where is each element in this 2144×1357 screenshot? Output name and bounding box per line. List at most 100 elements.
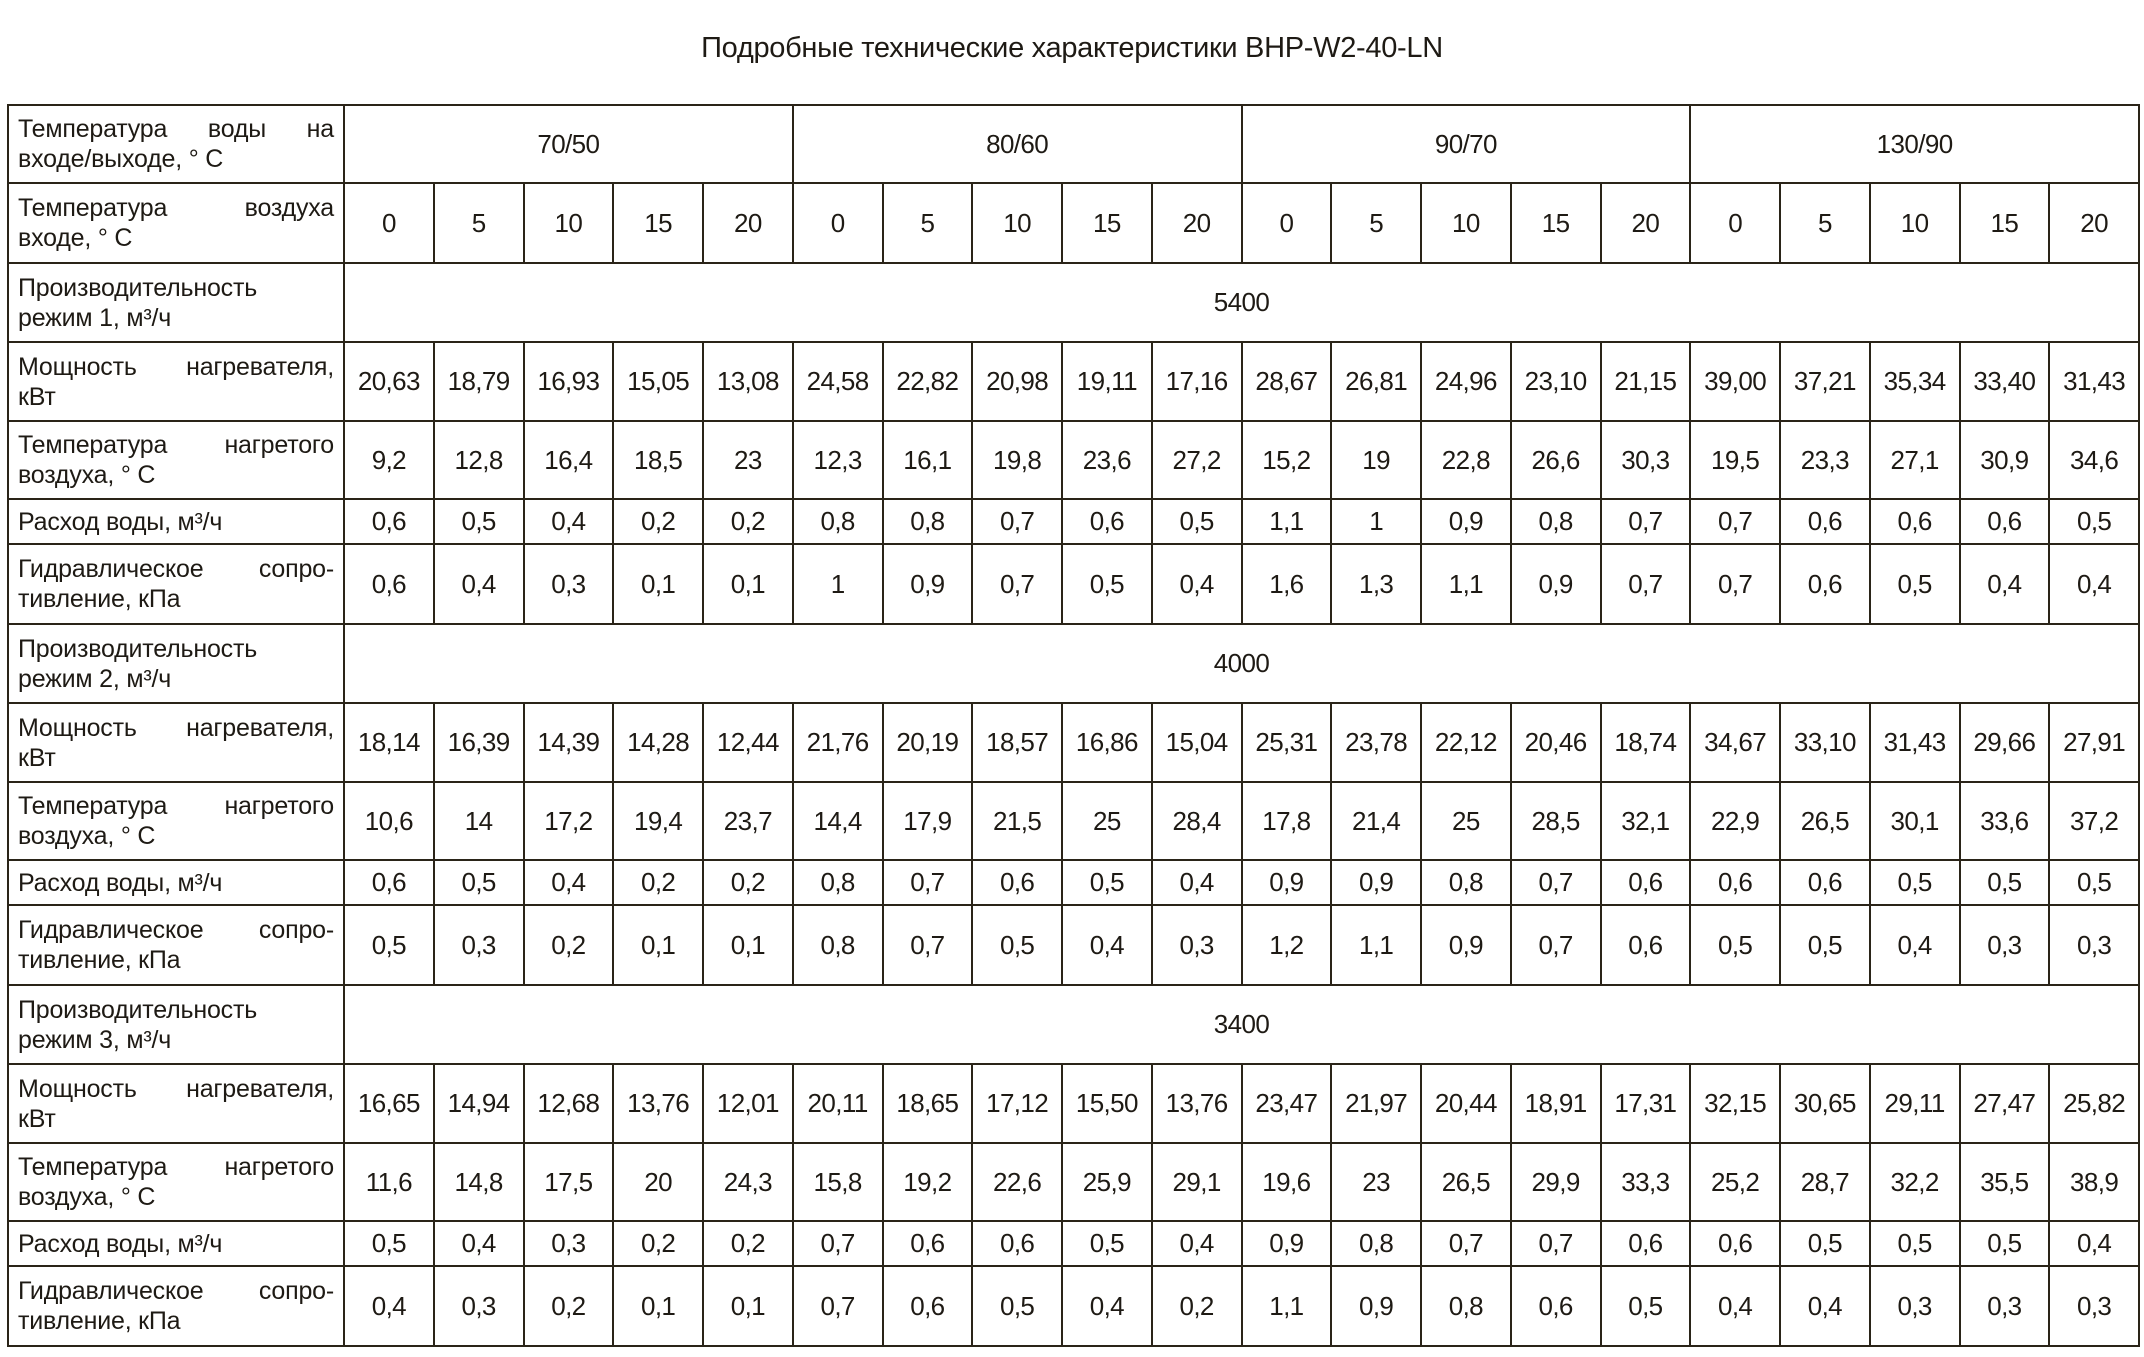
hydraulic-resistance-row: Гидравлическое сопро-тивление, кПа 0,6 0,4… bbox=[7, 543, 2140, 625]
value-cell: 0,4 bbox=[432, 1220, 525, 1267]
value-cell: 18,91 bbox=[1509, 1063, 1602, 1144]
value-cell: 0,7 bbox=[1509, 859, 1602, 906]
value-cell: 0,8 bbox=[1509, 498, 1602, 545]
value-cell: 1,1 bbox=[1240, 498, 1333, 545]
group-header: 80/60 bbox=[791, 104, 1243, 184]
value-cell: 28,67 bbox=[1240, 341, 1333, 422]
value-cell: 0,4 bbox=[1689, 1265, 1781, 1347]
value-cell: 0,8 bbox=[791, 904, 884, 986]
value-cell: 34,6 bbox=[2048, 420, 2140, 500]
value-cell: 0,7 bbox=[1509, 904, 1602, 986]
value-cell: 0,7 bbox=[881, 859, 974, 906]
value-cell: 0,5 bbox=[1599, 1265, 1692, 1347]
value-cell: 0,2 bbox=[612, 859, 704, 906]
row-label: Расход воды, м³/ч bbox=[7, 1220, 345, 1267]
value-cell: 27,2 bbox=[1150, 420, 1243, 500]
value-cell: 0,4 bbox=[1061, 904, 1153, 986]
value-cell: 0,7 bbox=[791, 1220, 884, 1267]
value-cell: 16,4 bbox=[522, 420, 615, 500]
value-cell: 35,5 bbox=[1958, 1142, 2051, 1222]
value-cell: 1 bbox=[1330, 498, 1422, 545]
value-cell: 0,2 bbox=[702, 859, 794, 906]
air-temperature-cell: 15 bbox=[1509, 182, 1602, 264]
value-cell: 0,6 bbox=[1599, 859, 1692, 906]
value-cell: 0,4 bbox=[2048, 543, 2140, 625]
value-cell: 0,7 bbox=[881, 904, 974, 986]
value-cell: 0,1 bbox=[702, 904, 794, 986]
value-cell: 0,8 bbox=[1420, 859, 1512, 906]
value-cell: 26,6 bbox=[1509, 420, 1602, 500]
value-cell: 0,7 bbox=[1689, 543, 1781, 625]
value-cell: 0,9 bbox=[1240, 859, 1333, 906]
value-cell: 17,16 bbox=[1150, 341, 1243, 422]
value-cell: 0,5 bbox=[343, 904, 435, 986]
value-cell: 0,5 bbox=[1958, 1220, 2051, 1267]
value-cell: 33,6 bbox=[1958, 781, 2051, 861]
value-cell: 0,5 bbox=[2048, 498, 2140, 545]
value-cell: 0,7 bbox=[1689, 498, 1781, 545]
value-cell: 0,5 bbox=[971, 1265, 1063, 1347]
value-cell: 16,1 bbox=[881, 420, 974, 500]
value-cell: 0,6 bbox=[1689, 1220, 1781, 1267]
value-cell: 32,2 bbox=[1868, 1142, 1961, 1222]
capacity-mode-value: 3400 bbox=[343, 984, 2140, 1065]
value-cell: 0,3 bbox=[1958, 904, 2051, 986]
value-cell: 0,5 bbox=[1958, 859, 2051, 906]
value-cell: 0,4 bbox=[522, 498, 615, 545]
value-cell: 0,5 bbox=[1868, 543, 1961, 625]
value-cell: 29,11 bbox=[1868, 1063, 1961, 1144]
value-cell: 0,4 bbox=[1779, 1265, 1871, 1347]
air-temperature-cell: 5 bbox=[881, 182, 974, 264]
value-cell: 23 bbox=[1330, 1142, 1422, 1222]
value-cell: 0,8 bbox=[1420, 1265, 1512, 1347]
water-flow-row: Расход воды, м³/ч 0,5 0,4 0,3 0,2 0,2 0,7 0,6 0,… bbox=[7, 1220, 2140, 1267]
value-cell: 16,86 bbox=[1061, 702, 1153, 783]
value-cell: 0,2 bbox=[522, 904, 615, 986]
value-cell: 0,3 bbox=[522, 1220, 615, 1267]
value-cell: 1,3 bbox=[1330, 543, 1422, 625]
value-cell: 33,10 bbox=[1779, 702, 1871, 783]
air-temperature-cell: 20 bbox=[1150, 182, 1243, 264]
value-cell: 27,1 bbox=[1868, 420, 1961, 500]
value-cell: 19,5 bbox=[1689, 420, 1781, 500]
value-cell: 0,3 bbox=[432, 1265, 525, 1347]
value-cell: 0,6 bbox=[881, 1265, 974, 1347]
value-cell: 0,8 bbox=[791, 498, 884, 545]
inlet-temperature-label: Температура воды на входе/выходе, ° С bbox=[7, 104, 345, 184]
value-cell: 15,04 bbox=[1150, 702, 1243, 783]
row-label: Гидравлическое сопро-тивление, кПа bbox=[7, 543, 345, 625]
value-cell: 17,12 bbox=[971, 1063, 1063, 1144]
air-temperature-cell: 5 bbox=[1330, 182, 1422, 264]
value-cell: 30,3 bbox=[1599, 420, 1692, 500]
capacity-mode-label: Производительность режим 1, м³/ч bbox=[7, 262, 345, 343]
value-cell: 14,94 bbox=[432, 1063, 525, 1144]
value-cell: 0,1 bbox=[702, 1265, 794, 1347]
value-cell: 27,91 bbox=[2048, 702, 2140, 783]
value-cell: 14,28 bbox=[612, 702, 704, 783]
value-cell: 0,8 bbox=[1330, 1220, 1422, 1267]
value-cell: 16,65 bbox=[343, 1063, 435, 1144]
group-header: 90/70 bbox=[1240, 104, 1692, 184]
value-cell: 25 bbox=[1420, 781, 1512, 861]
value-cell: 0,3 bbox=[2048, 904, 2140, 986]
value-cell: 0,5 bbox=[1061, 859, 1153, 906]
value-cell: 26,5 bbox=[1420, 1142, 1512, 1222]
value-cell: 23 bbox=[702, 420, 794, 500]
value-cell: 28,7 bbox=[1779, 1142, 1871, 1222]
row-label: Гидравлическое сопро-тивление, кПа bbox=[7, 904, 345, 986]
value-cell: 20,44 bbox=[1420, 1063, 1512, 1144]
value-cell: 30,1 bbox=[1868, 781, 1961, 861]
value-cell: 30,65 bbox=[1779, 1063, 1871, 1144]
value-cell: 0,6 bbox=[1599, 904, 1692, 986]
air-temperature-cell: 20 bbox=[2048, 182, 2140, 264]
value-cell: 23,78 bbox=[1330, 702, 1422, 783]
capacity-mode-label: Производительность режим 2, м³/ч bbox=[7, 623, 345, 704]
spec-table: Температура воды на входе/выходе, ° С 70… bbox=[7, 104, 2140, 1347]
page-title: Подробные технические характеристики BHP… bbox=[701, 32, 1443, 64]
value-cell: 12,01 bbox=[702, 1063, 794, 1144]
value-cell: 25,82 bbox=[2048, 1063, 2140, 1144]
value-cell: 14,4 bbox=[791, 781, 884, 861]
value-cell: 0,5 bbox=[432, 498, 525, 545]
value-cell: 32,15 bbox=[1689, 1063, 1781, 1144]
value-cell: 0,6 bbox=[971, 1220, 1063, 1267]
